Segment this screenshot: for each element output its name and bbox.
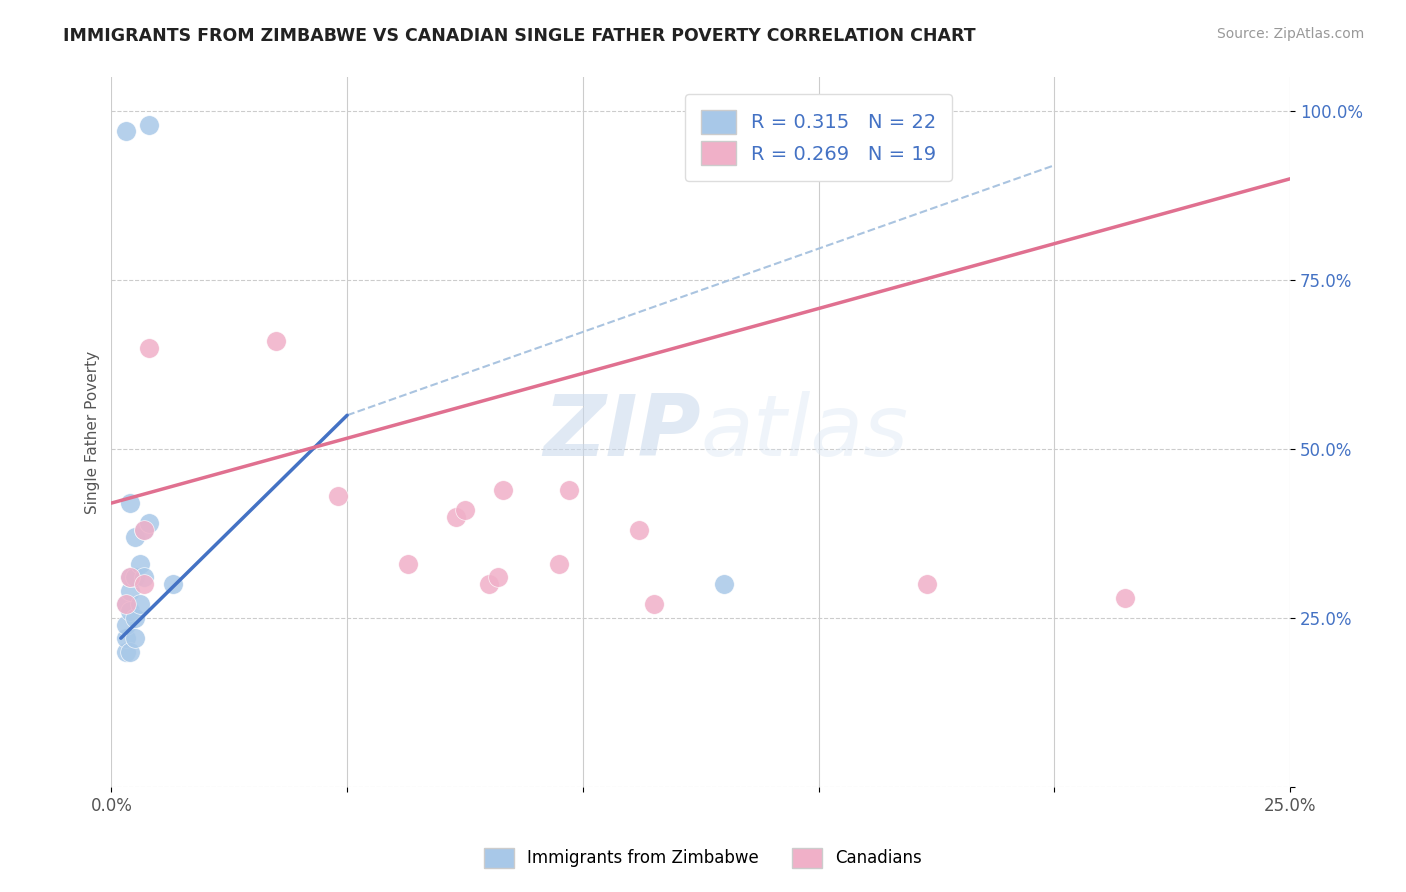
Point [124, 631, 146, 645]
Text: ZIP: ZIP [543, 391, 700, 474]
Point [114, 598, 136, 612]
Point [266, 334, 288, 348]
Point [120, 570, 142, 584]
Point [124, 611, 146, 625]
Point [713, 577, 735, 591]
Point [398, 557, 420, 571]
Text: IMMIGRANTS FROM ZIMBABWE VS CANADIAN SINGLE FATHER POVERTY CORRELATION CHART: IMMIGRANTS FROM ZIMBABWE VS CANADIAN SIN… [63, 27, 976, 45]
Point [628, 523, 651, 537]
Legend: R = 0.315   N = 22, R = 0.269   N = 19: R = 0.315 N = 22, R = 0.269 N = 19 [685, 95, 952, 180]
Point [114, 617, 136, 632]
Point [120, 645, 142, 659]
Point [492, 483, 515, 497]
Point [120, 604, 142, 618]
Point [915, 577, 938, 591]
Point [124, 530, 146, 544]
Y-axis label: Single Father Poverty: Single Father Poverty [86, 351, 100, 514]
Text: Source: ZipAtlas.com: Source: ZipAtlas.com [1216, 27, 1364, 41]
Point [478, 577, 501, 591]
Point [114, 598, 136, 612]
Point [326, 489, 349, 503]
Point [114, 645, 136, 659]
Text: atlas: atlas [700, 391, 908, 474]
Point [486, 570, 509, 584]
Point [114, 124, 136, 138]
Point [120, 583, 142, 598]
Point [138, 341, 160, 355]
Point [120, 496, 142, 510]
Point [134, 570, 156, 584]
Point [1114, 591, 1136, 605]
Point [454, 503, 477, 517]
Point [548, 557, 571, 571]
Legend: Immigrants from Zimbabwe, Canadians: Immigrants from Zimbabwe, Canadians [477, 841, 929, 875]
Point [134, 523, 156, 537]
Point [120, 570, 142, 584]
Point [114, 631, 136, 645]
Point [124, 570, 146, 584]
Point [138, 118, 160, 132]
Point [162, 577, 184, 591]
Point [128, 598, 150, 612]
Point [643, 598, 665, 612]
Point [134, 577, 156, 591]
Point [138, 516, 160, 531]
Point [444, 509, 467, 524]
Point [134, 523, 156, 537]
Point [558, 483, 581, 497]
Point [128, 557, 150, 571]
